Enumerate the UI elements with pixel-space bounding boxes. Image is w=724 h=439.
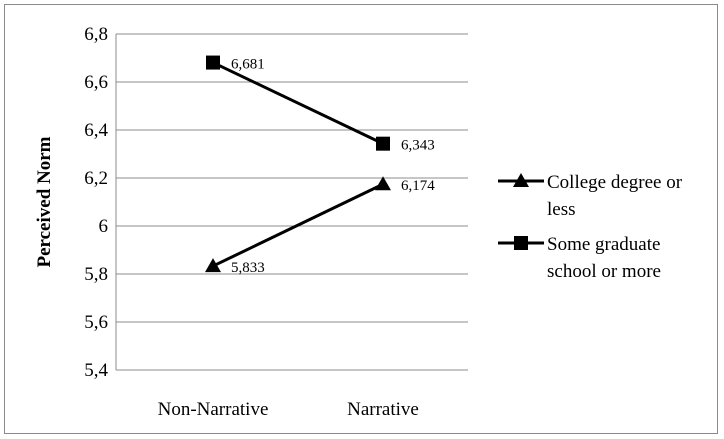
y-tick-label: 5,8: [84, 264, 108, 285]
legend-triangle-marker: [513, 173, 529, 187]
series-line: [212, 182, 384, 268]
y-tick-label: 6,8: [84, 24, 108, 45]
square-point: [376, 136, 390, 151]
legend-square-marker: [514, 236, 528, 250]
y-tick-label: 6,2: [84, 168, 108, 189]
y-tick-label: 6,4: [84, 120, 108, 141]
y-tick-label: 6: [99, 216, 109, 237]
y-tick-labels: 5,4 5,6 5,8 6 6,2 6,4 6,6 6,8: [84, 24, 108, 381]
y-tick-label: 5,6: [84, 312, 108, 333]
legend-label: school or more: [547, 261, 661, 282]
legend: College degree or less Some graduate school…: [498, 172, 683, 282]
chart-frame: [4, 4, 718, 434]
y-tick-label: 5,4: [84, 360, 108, 381]
series-group: 5,833 6,174 6,681 6,343: [205, 55, 435, 276]
square-point: [206, 55, 220, 70]
x-tick-label: Narrative: [347, 399, 419, 420]
series-line: [212, 61, 384, 146]
gridlines: [116, 33, 468, 323]
series-college-degree-or-less: 5,833 6,174: [205, 176, 435, 276]
data-label: 6,174: [401, 178, 435, 194]
x-tick-labels: Non-Narrative Narrative: [158, 399, 419, 420]
y-axis-label: Perceived Norm: [34, 136, 55, 267]
data-label: 6,343: [401, 138, 435, 154]
y-tick-label: 6,6: [84, 72, 108, 93]
data-label: 5,833: [231, 260, 265, 276]
axes: [115, 34, 468, 371]
triangle-point: [375, 176, 391, 191]
data-label: 6,681: [231, 57, 265, 73]
legend-item: Some graduate school or more: [498, 234, 661, 282]
legend-label: less: [547, 199, 576, 220]
legend-label: Some graduate: [547, 234, 660, 255]
legend-label: College degree or: [547, 172, 683, 193]
legend-item: College degree or less: [498, 172, 683, 220]
series-some-graduate-school-or-more: 6,681 6,343: [206, 55, 435, 154]
triangle-point: [205, 258, 221, 273]
x-tick-label: Non-Narrative: [158, 399, 269, 420]
